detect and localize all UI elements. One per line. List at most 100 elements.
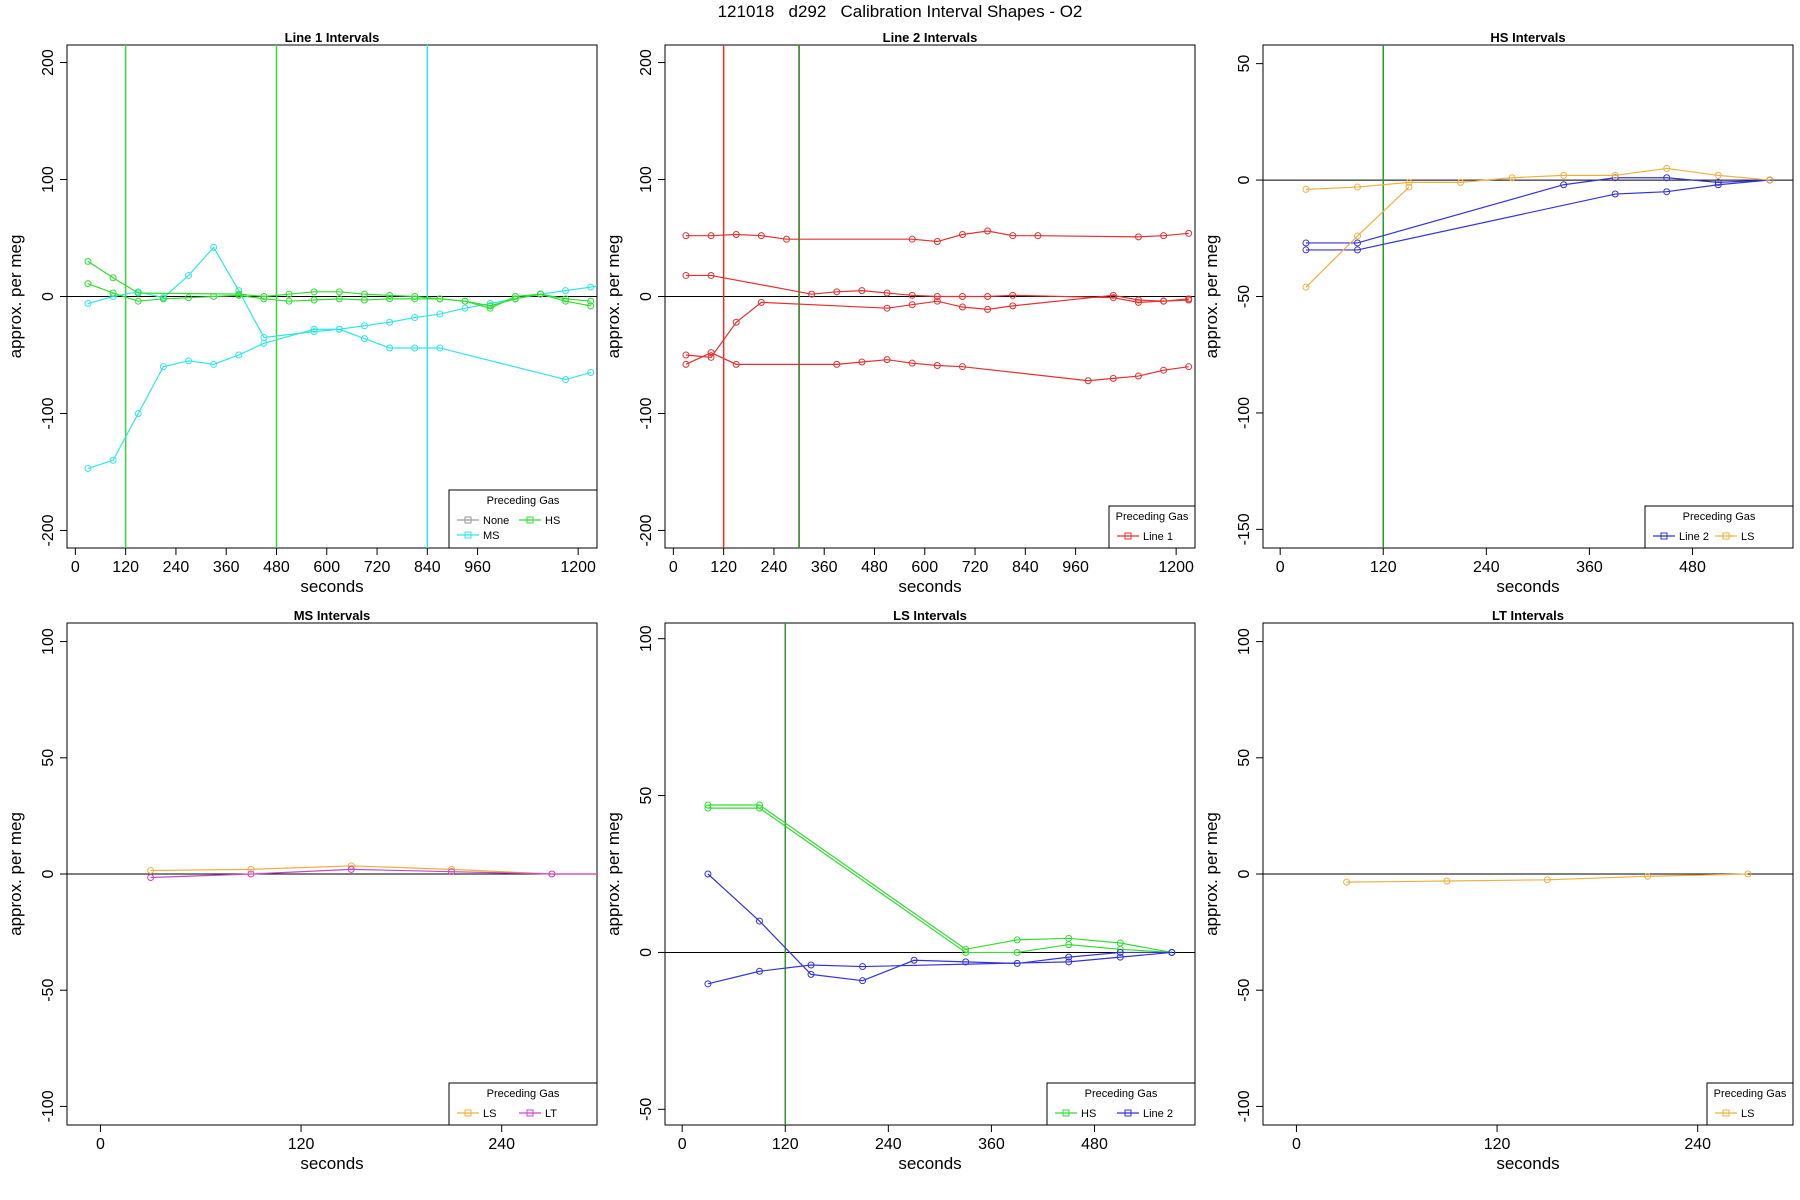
- y-tick-label: 100: [638, 166, 655, 193]
- series-line-hs: [707, 804, 1172, 954]
- legend-entry-line-2: Line 2: [1679, 531, 1709, 543]
- x-tick-label: 120: [772, 1136, 799, 1153]
- y-tick-label: -100: [40, 1090, 57, 1122]
- x-tick-label: 360: [1576, 559, 1603, 576]
- data-point-ms: [486, 300, 494, 308]
- data-point-ls: [1457, 178, 1465, 186]
- data-point-ms: [84, 300, 92, 308]
- legend-title: Preceding Gas: [1683, 511, 1756, 523]
- data-point-line-1: [732, 360, 740, 368]
- data-point-line-1: [883, 304, 891, 312]
- data-point-ms: [235, 351, 243, 359]
- chart-panel-lt-intervals: LT Intervals 0 120 240 seconds -100 -50 0 50 100 a…: [1202, 608, 1794, 1173]
- x-tick-label: 0: [678, 1136, 687, 1153]
- panels: Line 1 Intervals 0 120 240 360 480 600 720 840 96…: [6, 30, 1794, 1173]
- data-point-line-1: [984, 293, 992, 300]
- data-point-hs: [260, 293, 268, 300]
- data-point-line-2: [1714, 178, 1722, 186]
- data-point-ls: [247, 865, 255, 873]
- legend-swatch-marker: [526, 1109, 534, 1117]
- data-point-ms: [260, 339, 268, 347]
- legend-entry-hs: HS: [1081, 1108, 1096, 1120]
- data-point-ls: [448, 865, 456, 873]
- data-point-hs: [755, 804, 763, 812]
- legend-entry-ls: LS: [1741, 531, 1754, 543]
- x-tick-label: 120: [710, 559, 737, 576]
- data-point-line-1: [682, 271, 690, 279]
- plot-area: [1263, 45, 1793, 548]
- x-axis-label: seconds: [300, 577, 363, 596]
- data-point-line-1: [958, 303, 966, 311]
- data-point-line-1: [958, 363, 966, 371]
- data-point-hs: [386, 295, 394, 303]
- x-tick-label: 0: [71, 559, 80, 576]
- data-point-ms: [436, 310, 444, 318]
- y-tick-label: 200: [40, 49, 57, 76]
- chart-panel-line-2-intervals: Line 2 Intervals 0 120 240 360 480 600 720 840 96…: [604, 30, 1196, 596]
- chart-panel-line-1-intervals: Line 1 Intervals 0 120 240 360 480 600 720 840 96…: [6, 30, 598, 596]
- data-point-ms: [310, 325, 318, 333]
- data-point-line-1: [908, 359, 916, 367]
- data-point-line-1: [1034, 232, 1042, 240]
- data-point-ms: [185, 271, 193, 279]
- series-line-ls: [1346, 873, 1748, 883]
- data-point-line-1: [958, 293, 966, 300]
- legend-swatch-marker: [464, 516, 472, 524]
- chart-panel-hs-intervals: HS Intervals 0 120 240 360 480 seconds -150 -100…: [1202, 30, 1794, 596]
- data-point-line-1: [933, 297, 941, 305]
- legend-entry-line-1: Line 1: [1143, 531, 1173, 543]
- x-tick-label: 480: [861, 559, 888, 576]
- data-point-ms: [159, 363, 167, 371]
- data-point-line-2: [704, 870, 712, 878]
- data-point-hs: [310, 296, 318, 304]
- data-point-ls: [1611, 171, 1619, 179]
- plot-area: [67, 45, 597, 548]
- legend-box: [448, 1082, 598, 1126]
- x-tick-label: 720: [364, 559, 391, 576]
- y-tick-label: 0: [1236, 869, 1253, 878]
- data-point-line-1: [833, 288, 841, 296]
- y-axis-label: approx. per meg: [6, 812, 25, 936]
- data-point-ms: [109, 456, 117, 464]
- y-tick-label: 100: [40, 166, 57, 193]
- data-point-ms: [386, 344, 394, 352]
- data-point-ms: [411, 314, 419, 322]
- plot-area: [665, 623, 1195, 1125]
- data-point-line-1: [757, 298, 765, 306]
- legend-entry-ms: MS: [483, 530, 500, 542]
- series-line-hs: [87, 283, 591, 309]
- data-point-hs: [84, 280, 92, 288]
- data-point-hs: [536, 290, 544, 298]
- y-tick-label: 100: [638, 625, 655, 652]
- legend-entry-hs: HS: [545, 515, 560, 527]
- data-point-hs: [134, 297, 142, 305]
- data-point-ms: [562, 287, 570, 295]
- x-tick-label: 240: [1473, 559, 1500, 576]
- legend-swatch-marker: [1722, 1109, 1730, 1117]
- legend-title: Preceding Gas: [487, 495, 560, 507]
- y-axis-label: approx. per meg: [1202, 812, 1221, 936]
- series-line-line-1: [685, 294, 1189, 358]
- data-point-line-2: [1353, 239, 1361, 247]
- x-tick-label: 120: [1370, 559, 1397, 576]
- x-tick-label: 1200: [560, 559, 596, 576]
- data-point-line-1: [707, 271, 715, 279]
- data-point-ms: [587, 369, 595, 377]
- data-point-hs: [1013, 948, 1021, 956]
- data-point-hs: [84, 257, 92, 265]
- data-point-line-2: [755, 967, 763, 975]
- data-point-line-2: [1714, 181, 1722, 189]
- data-point-hs: [109, 289, 117, 297]
- plot-area: [1263, 870, 1793, 886]
- data-point-hs: [511, 295, 519, 303]
- plot-frame: [1262, 44, 1794, 549]
- x-tick-label: 600: [313, 559, 340, 576]
- data-point-lt: [347, 865, 355, 873]
- series-line-line-1: [685, 274, 1189, 303]
- data-point-hs: [511, 293, 519, 300]
- data-point-line-2: [1168, 948, 1176, 956]
- data-point-hs: [486, 302, 494, 310]
- data-point-line-1: [883, 356, 891, 364]
- x-tick-label: 120: [288, 1136, 315, 1153]
- series-line-ls: [1305, 167, 1770, 190]
